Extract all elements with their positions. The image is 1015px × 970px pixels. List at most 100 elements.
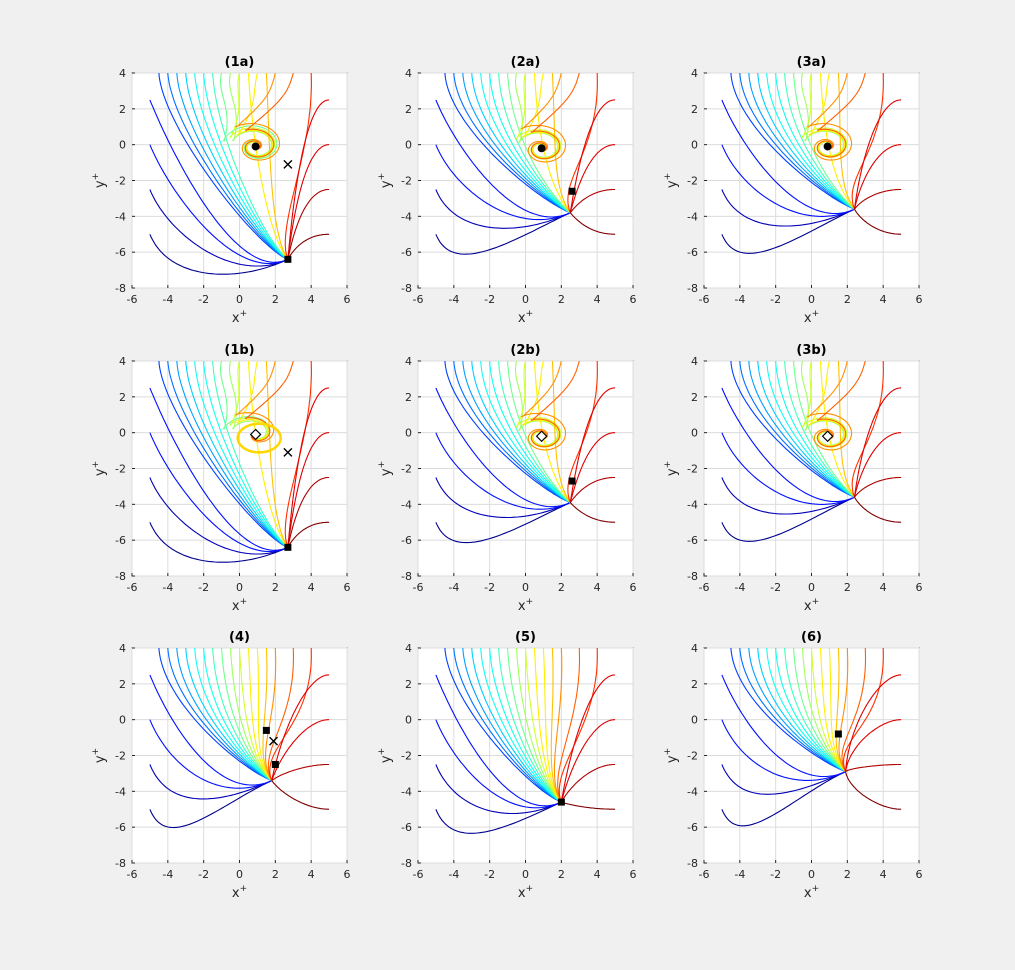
trajectory-line	[721, 208, 855, 254]
trajectory-line	[739, 73, 855, 210]
trajectory-line	[435, 801, 562, 834]
trajectory-line	[854, 208, 902, 235]
trajectory-line	[271, 780, 330, 810]
trajectory-line	[256, 648, 273, 781]
fixed-point-square	[271, 760, 279, 768]
trajectory-line	[435, 212, 571, 255]
fixed-point-cross	[269, 736, 279, 746]
fixed-point-cross	[283, 159, 293, 169]
trajectory-line	[158, 73, 289, 260]
trajectory-line	[775, 648, 846, 773]
trajectory-line	[730, 73, 855, 210]
x-tick-label: -4	[162, 581, 173, 594]
trajectory-line	[845, 763, 902, 773]
x-tick-label: 6	[916, 293, 923, 306]
x-axis-label: x+	[232, 597, 247, 614]
y-tick-label: -6	[115, 821, 126, 834]
y-tick-label: -4	[687, 210, 698, 223]
x-tick-label: 4	[594, 581, 601, 594]
trajectory-line	[533, 648, 562, 803]
subplot-title: (5)	[515, 630, 536, 645]
trajectory-line	[284, 361, 312, 548]
y-axis-label: y+	[663, 461, 680, 476]
x-tick-label: 4	[594, 293, 601, 306]
x-tick-label: 6	[916, 581, 923, 594]
trajectory-line	[569, 476, 616, 503]
y-tick-label: -2	[401, 750, 412, 763]
trajectory-line	[167, 648, 273, 782]
y-tick-label: -2	[401, 175, 412, 188]
fixed-point-square	[568, 187, 576, 195]
y-axis-label: y+	[377, 748, 394, 763]
trajectory-line	[838, 648, 849, 772]
x-tick-label: 6	[630, 868, 637, 881]
x-tick-label: 4	[594, 868, 601, 881]
x-tick-label: 4	[308, 293, 315, 306]
trajectory-line	[757, 73, 855, 210]
x-tick-label: -4	[734, 868, 745, 881]
trajectory-line	[435, 502, 571, 544]
subplot-title: (1b)	[224, 343, 254, 358]
x-tick-label: -4	[448, 581, 459, 594]
trajectory-line	[444, 648, 562, 803]
y-tick-label: 4	[119, 642, 126, 655]
trajectory-line	[149, 674, 273, 786]
trajectory-line	[721, 496, 855, 542]
x-tick-label: 4	[880, 868, 887, 881]
trajectory-line	[721, 764, 846, 795]
trajectory-line	[835, 648, 846, 772]
fixed-point-spiral	[823, 142, 832, 151]
y-tick-label: -4	[115, 785, 126, 798]
x-tick-label: -6	[413, 581, 424, 594]
y-tick-label: 0	[119, 139, 126, 152]
trajectories	[721, 73, 902, 254]
trajectory-line	[287, 476, 330, 548]
trajectory-line	[212, 648, 273, 782]
trajectory-line	[550, 648, 562, 803]
trajectory-line	[149, 234, 289, 275]
y-tick-label: -2	[687, 463, 698, 476]
y-axis-label-sup: +	[91, 173, 101, 181]
trajectory-line	[739, 648, 846, 773]
y-tick-label: -6	[687, 246, 698, 259]
trajectory-line	[176, 73, 289, 260]
x-axis-label: x+	[804, 884, 819, 901]
trajectory-line	[730, 361, 855, 498]
subplot-title: (1a)	[225, 55, 255, 70]
x-tick-label: -4	[162, 293, 173, 306]
trajectory-line	[739, 361, 855, 498]
trajectory-line	[480, 361, 571, 503]
y-tick-label: -2	[687, 175, 698, 188]
x-axis-label: x+	[518, 597, 533, 614]
y-axis-label-sup: +	[377, 748, 387, 756]
trajectory-line	[560, 763, 616, 803]
y-tick-label: -8	[401, 857, 412, 870]
trajectory-line	[569, 432, 616, 503]
y-tick-label: 4	[119, 355, 126, 368]
y-tick-label: 2	[405, 391, 412, 404]
trajectory-line	[801, 648, 846, 772]
trajectory-line	[167, 361, 289, 548]
trajectory-line	[435, 764, 562, 815]
x-tick-label: -2	[198, 293, 209, 306]
subplot-title: (3a)	[797, 55, 827, 70]
trajectory-line	[515, 648, 562, 803]
trajectory-line	[149, 387, 289, 551]
x-tick-label: -6	[699, 581, 710, 594]
trajectory-line	[507, 73, 571, 214]
trajectory-line	[569, 212, 616, 235]
trajectory-line	[203, 73, 289, 260]
fixed-point-square	[557, 798, 565, 806]
trajectory-line	[149, 432, 289, 553]
subplot-title: (4)	[229, 630, 250, 645]
x-tick-label: 6	[916, 868, 923, 881]
trajectory-line	[435, 144, 571, 221]
x-tick-label: -2	[198, 868, 209, 881]
trajectory-line	[287, 233, 330, 260]
x-axis-label-sup: +	[240, 597, 248, 607]
trajectory-line	[819, 73, 855, 210]
trajectory-line	[748, 73, 855, 210]
